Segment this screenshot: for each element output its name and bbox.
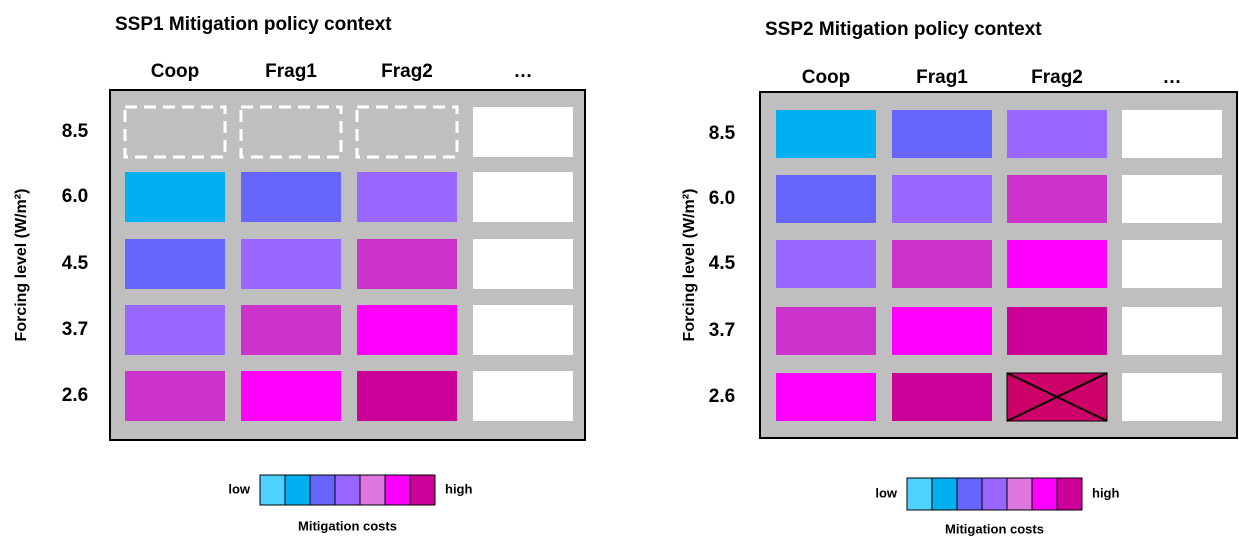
cell [892,240,992,288]
panel-title: SSP1 Mitigation policy context [115,14,392,35]
cell [1007,175,1107,223]
cell [1122,307,1222,355]
legend-swatch [409,474,436,506]
column-header: Coop [802,67,851,88]
row-label: 4.5 [62,253,89,274]
cell [125,172,225,222]
column-header: … [1163,67,1182,88]
cell [892,307,992,355]
y-axis-label: Forcing level (W/m²) [681,189,698,342]
cell [1122,110,1222,158]
legend-swatch [931,477,958,511]
empty-cell [239,105,343,159]
legend-caption: Mitigation costs [298,518,397,533]
legend-high: high [1092,485,1119,500]
legend-swatch [359,474,386,506]
cell [1122,373,1222,421]
cell [892,373,992,421]
cell [473,371,573,421]
cell [241,305,341,355]
cell [241,239,341,289]
legend-swatch [384,474,411,506]
legend-swatch [956,477,983,511]
cell [473,172,573,222]
legend-swatch [334,474,361,506]
row-label: 3.7 [709,320,735,341]
cell [357,239,457,289]
cell [357,172,457,222]
cell [892,110,992,158]
cell [241,371,341,421]
cell [1007,110,1107,158]
column-header: Frag1 [916,67,968,88]
cell [357,305,457,355]
cell [776,175,876,223]
column-header: Frag2 [381,61,433,82]
cell [1122,240,1222,288]
cell [776,373,876,421]
column-header: … [514,61,533,82]
cell [1007,307,1107,355]
legend-low: low [228,481,251,496]
row-label: 6.0 [709,188,735,209]
cell [1122,175,1222,223]
row-label: 4.5 [709,253,736,274]
row-label: 6.0 [62,186,88,207]
cell [473,305,573,355]
legend-swatch [284,474,311,506]
column-header: Coop [151,61,200,82]
row-label: 8.5 [709,123,736,144]
column-header: Frag1 [265,61,317,82]
legend-swatch [1031,477,1058,511]
row-label: 8.5 [62,121,89,142]
legend-swatch [906,477,933,511]
y-axis-label: Forcing level (W/m²) [13,189,30,342]
cell [1007,240,1107,288]
excluded-border [1006,372,1108,422]
legend-low: low [875,485,898,500]
legend-caption: Mitigation costs [945,521,1044,536]
legend-swatch [259,474,286,506]
cell [473,107,573,157]
legend-swatch [981,477,1008,511]
empty-cell [123,105,227,159]
cross [1006,372,1108,422]
empty-cell [355,105,459,159]
cell [776,307,876,355]
row-label: 2.6 [709,386,735,407]
cell [892,175,992,223]
cell [776,240,876,288]
row-label: 3.7 [62,319,88,340]
legend-high: high [445,481,472,496]
legend-swatch [1006,477,1033,511]
cell [473,239,573,289]
cell [776,110,876,158]
column-header: Frag2 [1031,67,1083,88]
cell [241,172,341,222]
cell [357,371,457,421]
panel-title: SSP2 Mitigation policy context [765,19,1042,40]
cell [125,239,225,289]
cell [125,305,225,355]
legend-swatch [309,474,336,506]
row-label: 2.6 [62,385,88,406]
cell [125,371,225,421]
legend-swatch [1056,477,1083,511]
